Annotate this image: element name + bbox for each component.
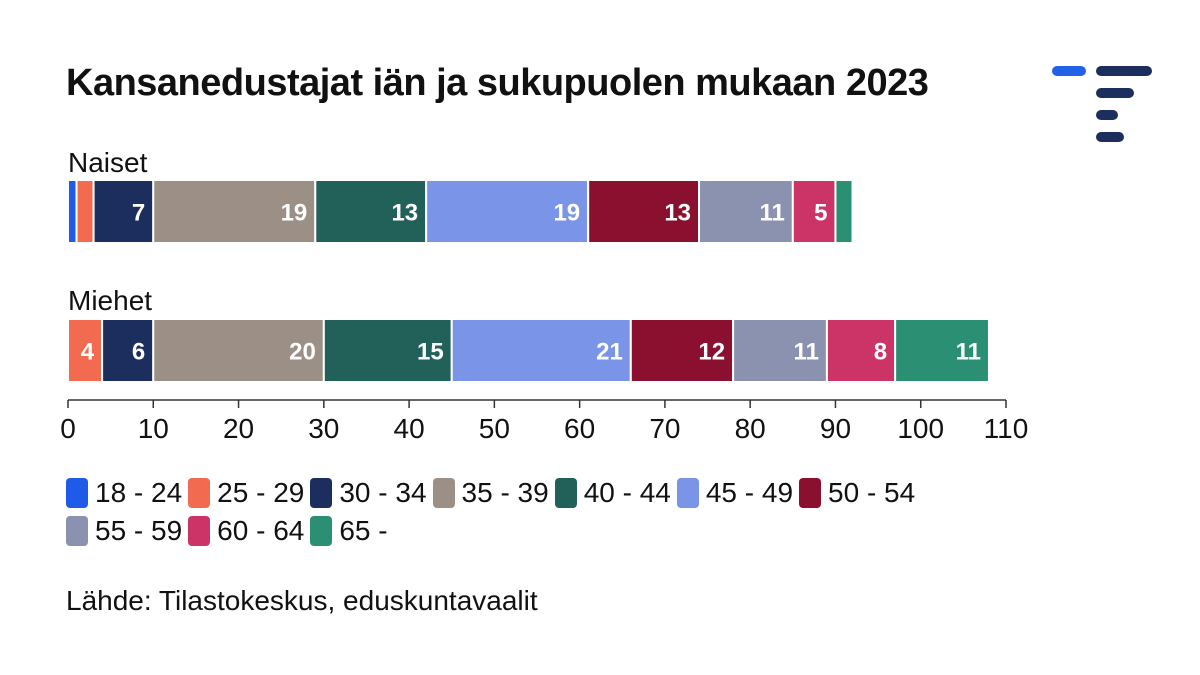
legend-swatch bbox=[310, 516, 333, 546]
bar-segment bbox=[75, 179, 95, 244]
bar-segment bbox=[834, 179, 854, 244]
legend-swatch bbox=[188, 516, 211, 546]
bar-segment bbox=[314, 179, 428, 244]
data-label: 12 bbox=[698, 339, 725, 366]
data-label: 15 bbox=[417, 339, 444, 366]
bar-segment bbox=[894, 318, 990, 383]
legend-item: 25 - 29 bbox=[188, 477, 304, 509]
legend-label: 65 - bbox=[339, 515, 388, 546]
data-label: 6 bbox=[132, 339, 145, 366]
data-label: 13 bbox=[391, 200, 418, 227]
legend-swatch bbox=[310, 478, 333, 508]
x-axis: 0 10 20 30 40 50 60 70 80 90 100 110 bbox=[60, 399, 1029, 444]
bar-segment bbox=[322, 318, 453, 383]
x-tick-label: 90 bbox=[820, 413, 851, 444]
data-label: 8 bbox=[874, 339, 887, 366]
legend-item: 55 - 59 bbox=[66, 515, 182, 547]
data-label: 21 bbox=[596, 339, 623, 366]
legend-label: 50 - 54 bbox=[828, 477, 916, 508]
legend-label: 35 - 39 bbox=[461, 477, 549, 508]
bar-row-naiset: Naiset 7 19 13 19 13 11 5 bbox=[67, 147, 854, 244]
legend-label: 25 - 29 bbox=[217, 477, 305, 508]
x-tick-label: 0 bbox=[60, 413, 76, 444]
x-tick-label: 80 bbox=[735, 413, 766, 444]
row-label: Miehet bbox=[68, 285, 152, 316]
legend-row: 18 - 24 25 - 29 30 - 34 35 - 39 40 - 44 45 - … bbox=[66, 474, 1066, 512]
x-tick-label: 70 bbox=[649, 413, 680, 444]
legend-item: 50 - 54 bbox=[799, 477, 915, 509]
data-label: 7 bbox=[132, 200, 145, 227]
data-label: 19 bbox=[281, 200, 308, 227]
data-label: 4 bbox=[81, 339, 95, 366]
legend-label: 55 - 59 bbox=[95, 515, 183, 546]
x-tick-label: 20 bbox=[223, 413, 254, 444]
legend-swatch bbox=[799, 478, 822, 508]
legend-item: 45 - 49 bbox=[676, 477, 794, 509]
data-label: 19 bbox=[553, 200, 580, 227]
x-tick-label: 10 bbox=[138, 413, 169, 444]
x-tick-label: 30 bbox=[308, 413, 339, 444]
bar-segment bbox=[629, 318, 735, 383]
logo-bar-2 bbox=[1096, 88, 1134, 98]
chart-title: Kansanedustajat iän ja sukupuolen mukaan… bbox=[66, 62, 929, 104]
row-label: Naiset bbox=[68, 147, 148, 178]
source-note: Lähde: Tilastokeskus, eduskuntavaalit bbox=[66, 585, 538, 616]
data-label: 11 bbox=[956, 339, 981, 366]
legend-item: 60 - 64 bbox=[188, 515, 304, 547]
legend-row: 55 - 59 60 - 64 65 - bbox=[66, 512, 1066, 550]
logo-bar-1 bbox=[1096, 66, 1152, 76]
legend: 18 - 24 25 - 29 30 - 34 35 - 39 40 - 44 45 - … bbox=[66, 474, 1066, 550]
legend-label: 45 - 49 bbox=[705, 477, 794, 508]
legend-item: 35 - 39 bbox=[432, 477, 549, 509]
bar-segment bbox=[425, 179, 590, 244]
data-label: 13 bbox=[664, 200, 691, 227]
legend-label: 18 - 24 bbox=[95, 477, 183, 508]
logo-bar-3 bbox=[1096, 110, 1118, 120]
bar-segment bbox=[67, 179, 78, 244]
logo-bar-accent bbox=[1052, 66, 1086, 76]
legend-label: 60 - 64 bbox=[217, 515, 305, 546]
statistics-finland-logo-icon bbox=[1052, 66, 1152, 142]
legend-item: 18 - 24 bbox=[66, 477, 182, 509]
legend-swatch bbox=[676, 478, 699, 508]
bar-segment bbox=[587, 179, 701, 244]
legend-swatch bbox=[66, 478, 88, 508]
data-label: 5 bbox=[814, 200, 827, 227]
bar-row-miehet: Miehet 4 6 20 15 21 12 11 8 11 bbox=[67, 285, 990, 383]
x-tick-label: 40 bbox=[394, 413, 425, 444]
bar-segment bbox=[732, 318, 828, 383]
logo-bar-4 bbox=[1096, 132, 1124, 142]
legend-item: 65 - bbox=[310, 515, 388, 547]
legend-swatch bbox=[432, 478, 455, 508]
legend-label: 40 - 44 bbox=[583, 477, 671, 508]
legend-item: 40 - 44 bbox=[554, 477, 671, 509]
bar-segment bbox=[152, 179, 317, 244]
bar-segment bbox=[101, 318, 155, 383]
legend-swatch bbox=[188, 478, 211, 508]
x-tick-label: 50 bbox=[479, 413, 510, 444]
bar-segment bbox=[92, 179, 155, 244]
data-label: 11 bbox=[759, 200, 784, 227]
data-label: 20 bbox=[289, 339, 316, 366]
legend-swatch bbox=[66, 516, 88, 546]
legend-label: 30 - 34 bbox=[339, 477, 427, 508]
x-tick-label: 60 bbox=[564, 413, 595, 444]
data-label: 11 bbox=[794, 339, 819, 366]
legend-item: 30 - 34 bbox=[310, 477, 427, 509]
x-tick-label: 100 bbox=[897, 413, 944, 444]
x-tick-label: 110 bbox=[984, 413, 1029, 444]
legend-swatch bbox=[554, 478, 577, 508]
